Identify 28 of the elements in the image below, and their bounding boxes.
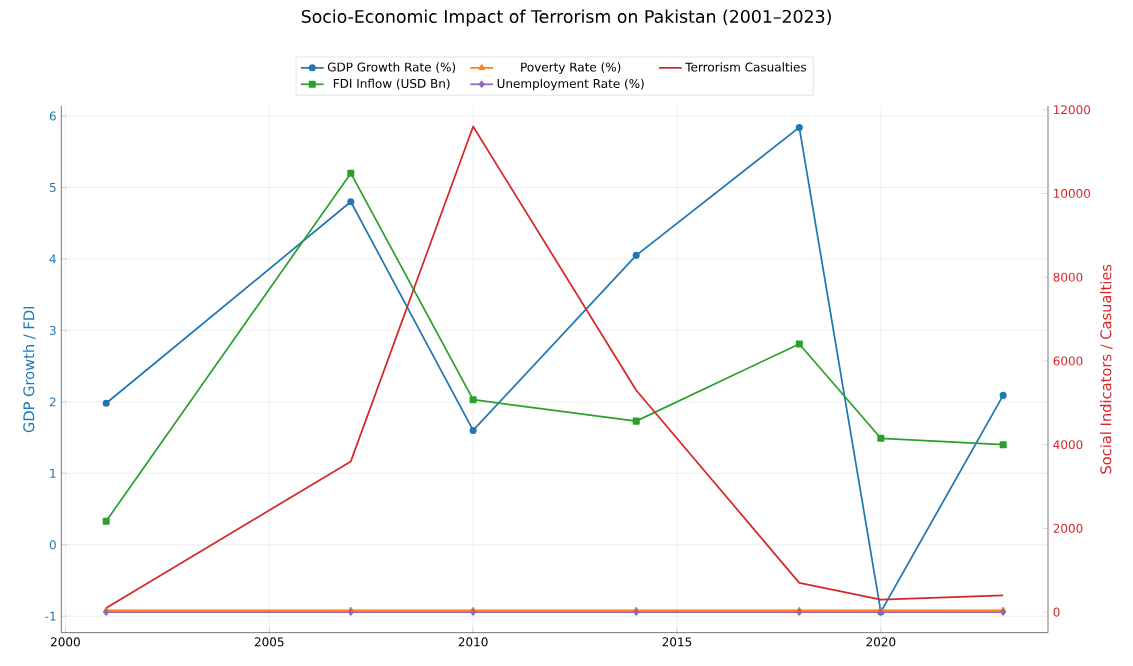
y-tick-label: 6 (49, 111, 56, 121)
y2-tick-label: 6000 (1053, 356, 1083, 366)
legend-label: Poverty Rate (%) (521, 62, 621, 74)
y-tick-label: 2 (49, 397, 56, 407)
y2-tick-label: 4000 (1053, 440, 1083, 450)
x-tick-label: 2020 (866, 637, 896, 647)
y2-tick-label: 12000 (1054, 105, 1091, 115)
y2-tick-label: 0 (1053, 607, 1060, 617)
y2-tick-label: 10000 (1054, 188, 1091, 199)
y-axis-title: GDP Growth / FDI (23, 306, 36, 433)
legend-label: FDI Inflow (USD Bn) (333, 78, 450, 90)
y2-tick-label: 2000 (1053, 523, 1083, 533)
y-tick-label: 3 (49, 325, 56, 335)
legend-label: Terrorism Casualties (685, 62, 807, 72)
y2-axis-title: Social Indicators / Casualties (1100, 264, 1113, 474)
y-tick-label: 0 (49, 540, 56, 550)
y-tick-label: 4 (49, 254, 56, 264)
y-tick-label: -1 (45, 611, 56, 621)
x-tick-label: 2010 (458, 637, 488, 647)
legend-label: GDP Growth Rate (%) (327, 62, 456, 73)
x-tick-label: 2005 (254, 637, 284, 647)
chart-title: Socio-Economic Impact of Terrorism on Pakistan (2001–2023) (301, 9, 831, 27)
y-tick-label: 5 (49, 183, 56, 192)
legend-label: Unemployment Rate (%) (497, 78, 644, 91)
x-tick-label: 2015 (662, 637, 692, 647)
x-tick-label: 2000 (51, 637, 80, 647)
y2-tick-label: 8000 (1053, 272, 1083, 282)
y-tick-label: 1 (50, 468, 56, 478)
